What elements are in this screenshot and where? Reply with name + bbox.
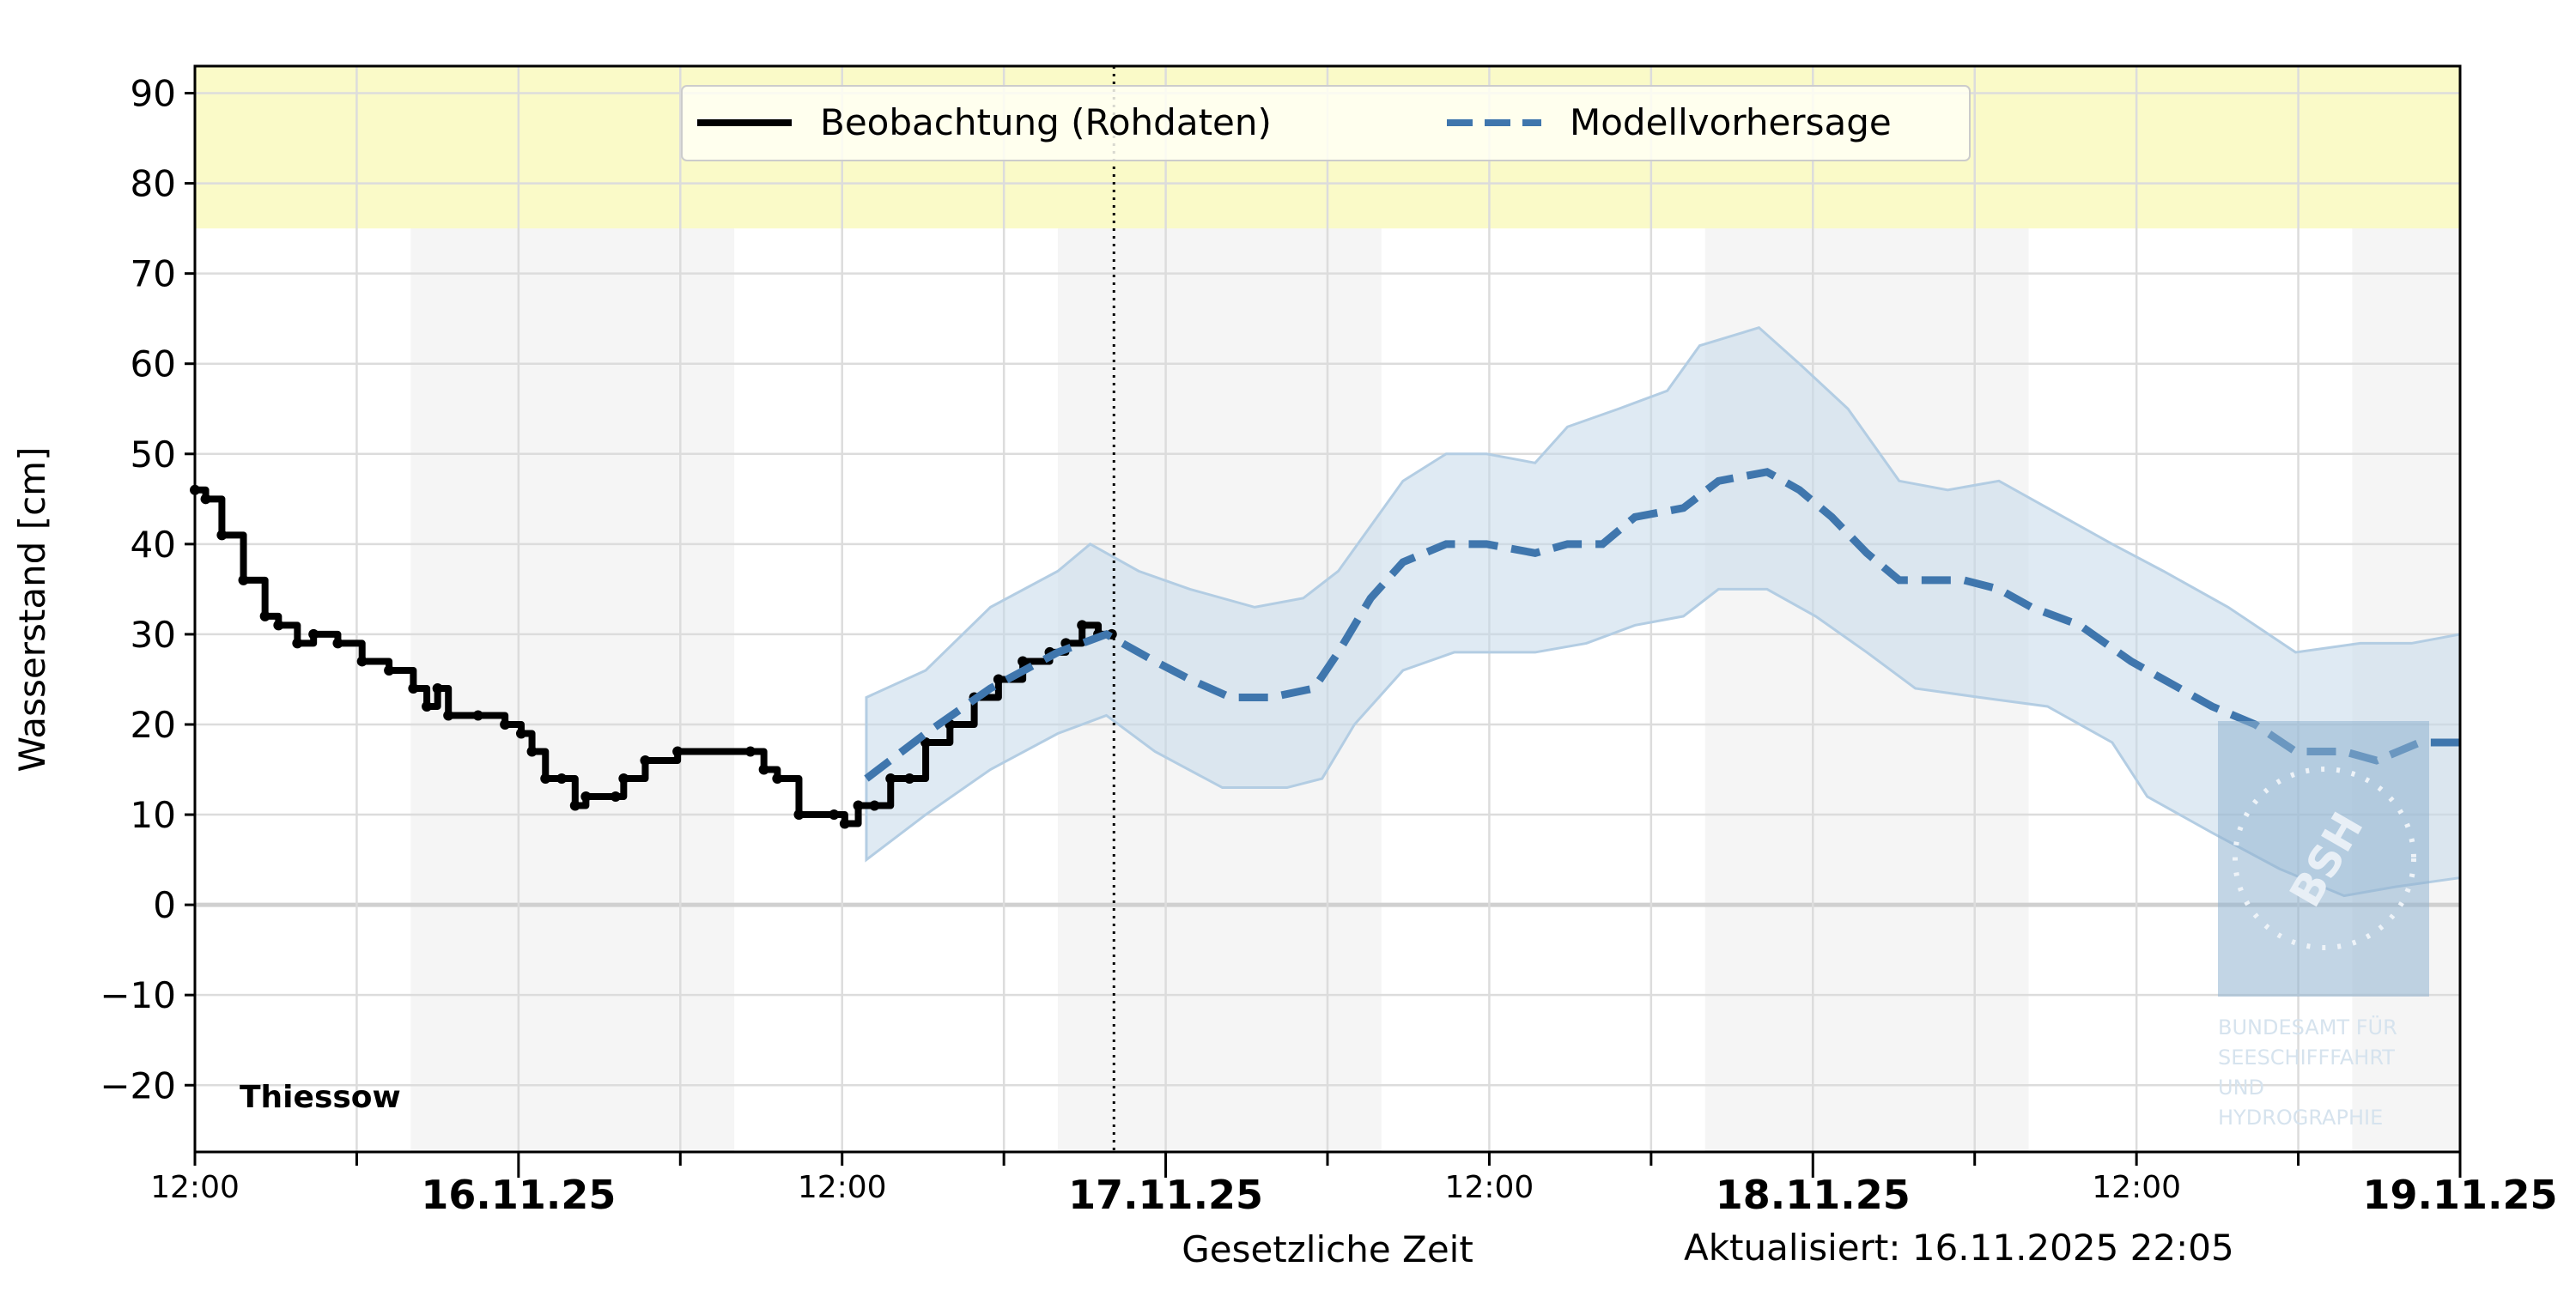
observation-point [640, 755, 651, 767]
observation-point [829, 809, 840, 821]
observation-point [569, 800, 580, 811]
observation-point [259, 610, 270, 621]
observation-point [308, 628, 319, 639]
observation-point [839, 818, 850, 829]
x-axis-label: Gesetzliche Zeit [1182, 1228, 1473, 1270]
y-tick-label: 30 [131, 614, 176, 656]
y-tick-label: 10 [131, 794, 176, 836]
x-tick-label: 12:00 [1445, 1170, 1534, 1205]
logo-text-line: HYDROGRAPHIE [2218, 1106, 2383, 1130]
x-tick-label: 19.11.25 [2363, 1172, 2558, 1218]
observation-point [472, 710, 483, 721]
y-tick-label: 40 [131, 524, 176, 566]
observation-point [758, 764, 769, 775]
legend-forecast-label: Modellvorhersage [1570, 101, 1892, 143]
observation-point [500, 718, 511, 730]
updated-timestamp: Aktualisiert: 16.11.2025 22:05 [1684, 1227, 2234, 1269]
legend-observation-label: Beobachtung (Rohdaten) [820, 101, 1272, 143]
observation-point [904, 773, 915, 785]
observation-point [384, 664, 395, 676]
observation-point [408, 682, 419, 694]
bsh-logo: BSH BUNDESAMT FÜR SEESCHIFFFAHRT UND HYD… [2218, 721, 2429, 1130]
observation-point [200, 494, 211, 505]
observation-point [793, 809, 805, 821]
x-tick-label: 12:00 [150, 1170, 240, 1205]
observation-point [515, 728, 526, 739]
observation-point [744, 746, 756, 757]
observation-point [993, 674, 1004, 685]
logo-dotted-ring [2233, 767, 2416, 950]
x-tick-label: 12:00 [798, 1170, 887, 1205]
axes: −20 −10 0 10 20 30 40 50 60 70 80 90 12:00 16.11.25 12… [100, 73, 2557, 1218]
data-series [190, 66, 2462, 1152]
station-label: Thiessow [240, 1080, 401, 1115]
observation-point [869, 800, 880, 811]
x-tick-label: 12:00 [2092, 1170, 2181, 1205]
y-axis-label: Wasserstand [cm] [11, 447, 53, 773]
observation-point [556, 773, 568, 785]
observation-point [216, 530, 228, 541]
observation-point [772, 773, 783, 785]
observation-point [292, 638, 303, 649]
observation-point [432, 682, 443, 694]
x-tick-label: 18.11.25 [1716, 1172, 1911, 1218]
observation-point [422, 700, 433, 712]
night-band [410, 66, 735, 1152]
y-tick-label: −10 [100, 974, 176, 1016]
observation-point [356, 656, 368, 667]
y-tick-label: 0 [153, 884, 176, 926]
y-tick-label: 70 [131, 253, 176, 295]
observation-point [443, 710, 454, 721]
logo-text-line: UND [2218, 1076, 2264, 1100]
logo-text-line: BUNDESAMT FÜR [2218, 1015, 2397, 1039]
observation-point [885, 773, 896, 785]
observation-point [332, 638, 343, 649]
x-tick-label: 16.11.25 [421, 1172, 616, 1218]
observation-point [238, 574, 249, 585]
observation-point [580, 791, 592, 803]
logo-text-line: SEESCHIFFFAHRT [2218, 1046, 2395, 1070]
legend-box [681, 85, 1971, 161]
y-tick-label: −20 [100, 1064, 176, 1106]
legend: Beobachtung (Rohdaten) Modellvorhersage [681, 85, 1971, 161]
forecast-line [864, 468, 2460, 782]
y-tick-label: 60 [131, 343, 176, 385]
observation-point [526, 746, 538, 757]
observation-point [1077, 620, 1088, 631]
y-tick-label: 20 [131, 704, 176, 746]
observation-point [618, 773, 629, 785]
observation-point [672, 746, 683, 757]
observation-point [540, 773, 551, 785]
observation-point [853, 800, 864, 811]
observation-point [1018, 656, 1029, 667]
observation-point [610, 791, 621, 803]
x-tick-label: 17.11.25 [1068, 1172, 1263, 1218]
observation-point [273, 620, 284, 631]
y-tick-label: 50 [131, 433, 176, 476]
y-tick-label: 90 [131, 73, 176, 115]
y-tick-label: 80 [131, 163, 176, 205]
